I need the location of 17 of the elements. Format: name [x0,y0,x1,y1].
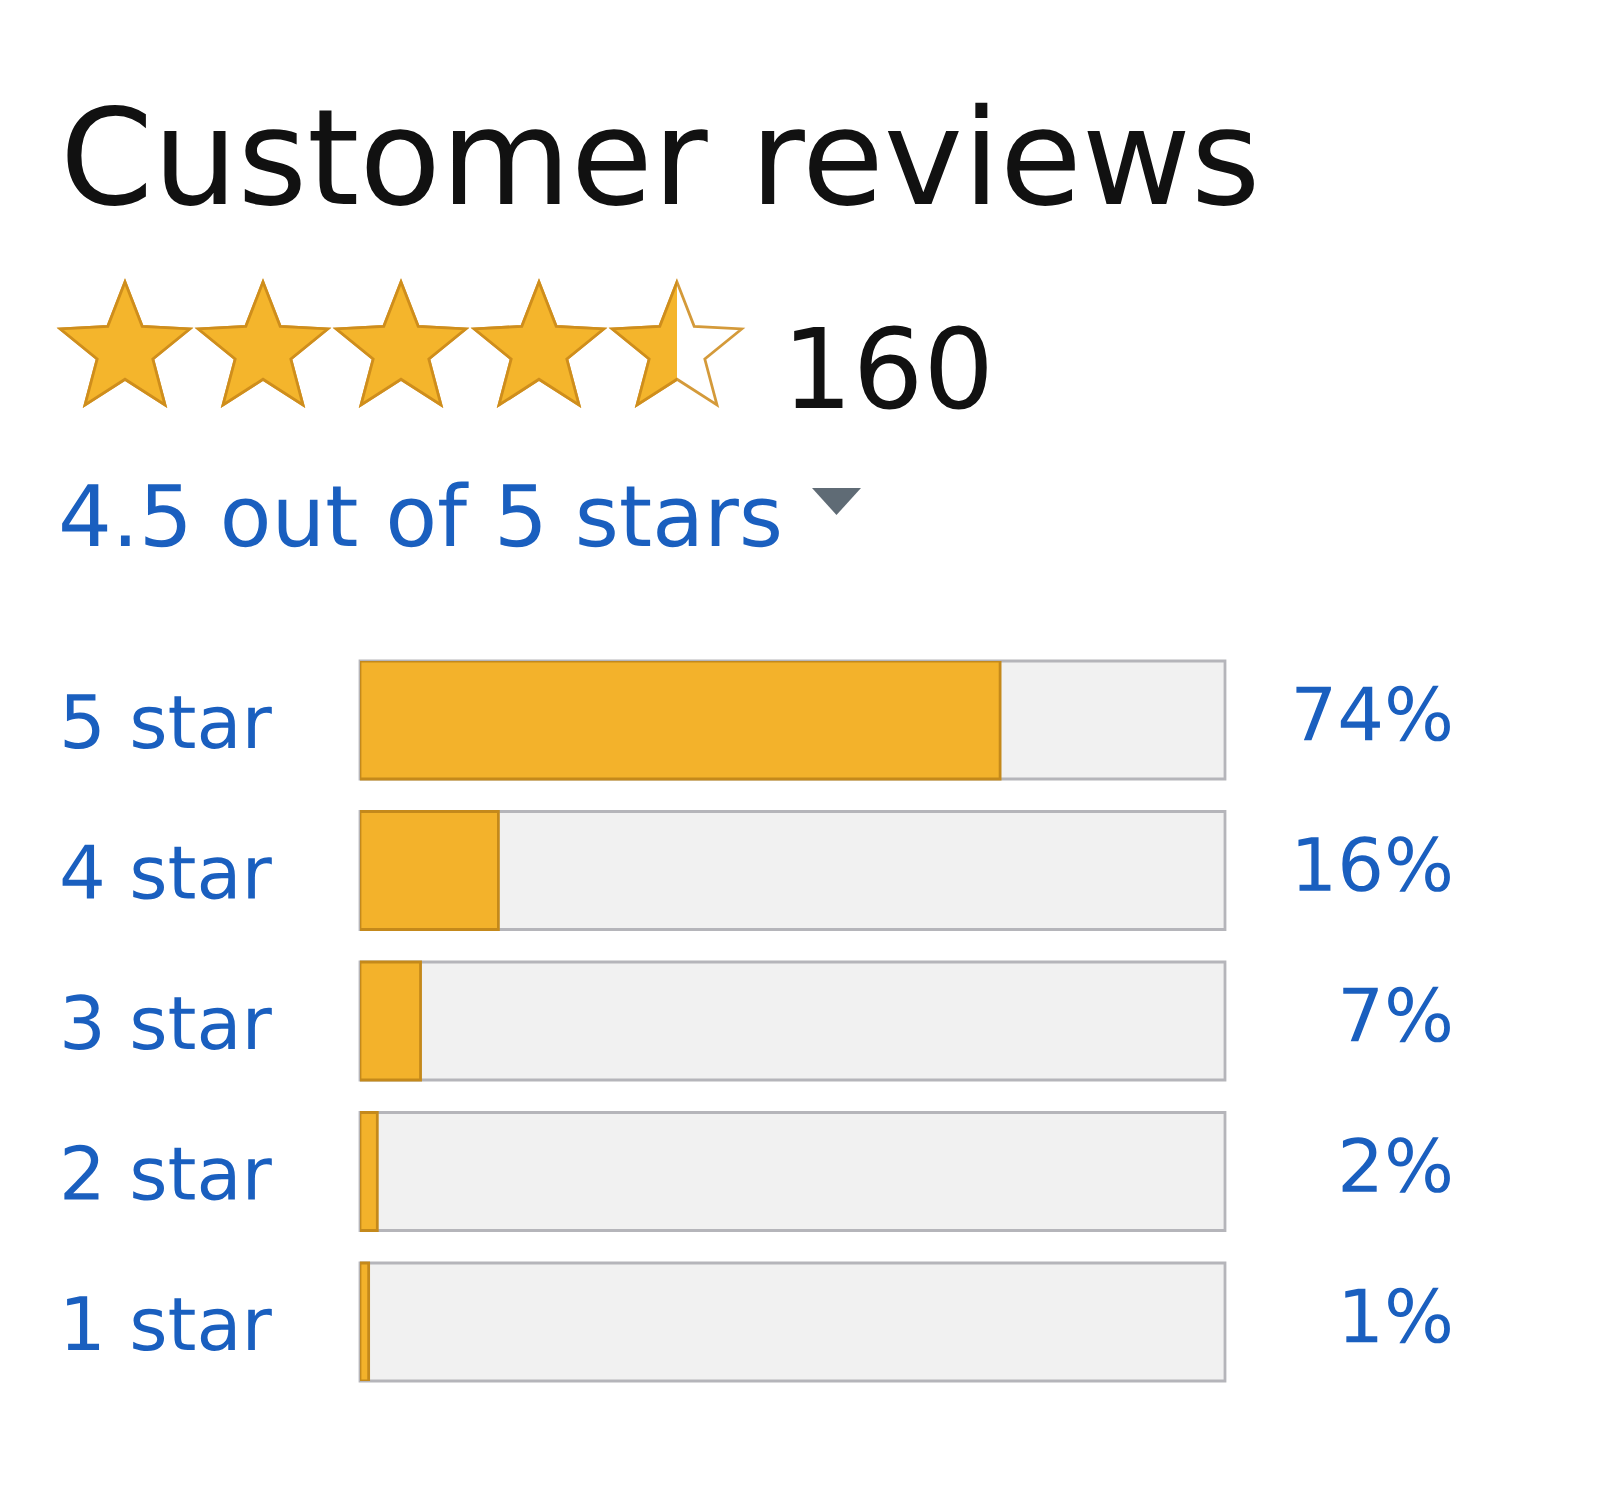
bar [360,810,500,931]
chart-title: Customer reviews [67,102,1254,206]
bar [360,960,422,1082]
text: 160 [794,325,987,410]
bar [360,1111,379,1232]
y-tick-label: 4 star [62,844,272,900]
y-tick-label: 5 star [64,694,272,750]
y-tick-label: 2 star [64,1144,272,1201]
data-label: 2% [1342,1137,1450,1193]
y-tick-label: 1 star [67,1296,272,1352]
data-label: 16% [1298,836,1450,892]
data-label: 7% [1343,986,1450,1043]
data-label: 1% [1345,1287,1450,1344]
text: 4.5 out of 5 stars [62,481,779,548]
y-tick-label: 3 star [64,994,272,1051]
bar [360,1261,371,1381]
data-label: 74% [1296,685,1450,742]
